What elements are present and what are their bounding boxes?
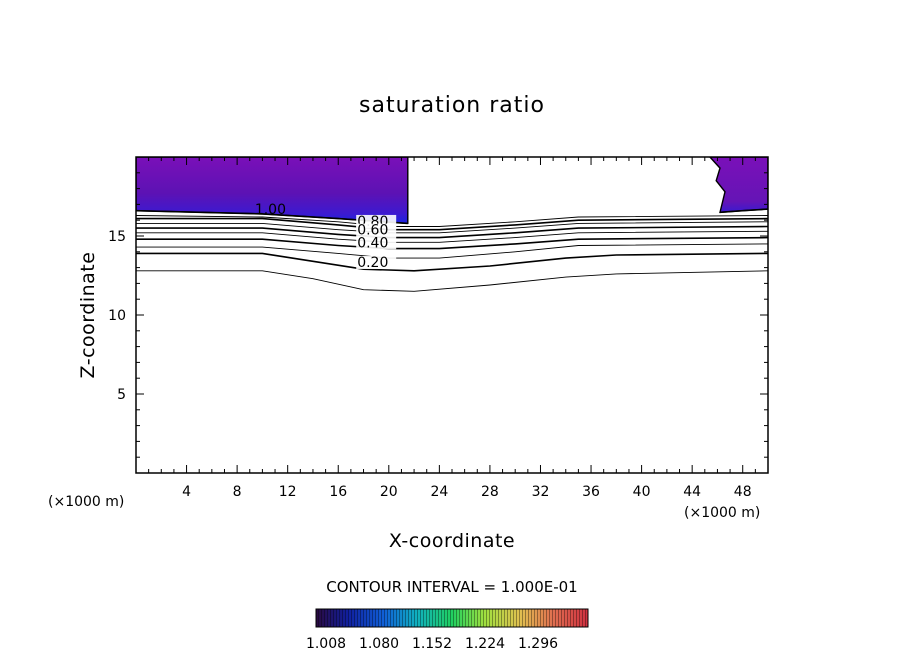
- contour-label-bg-3: [356, 236, 397, 250]
- contour-line-3: [136, 236, 768, 250]
- chart-title: saturation ratio: [359, 93, 545, 118]
- contour-line-5: [136, 225, 768, 239]
- contour-label-bg-2: [356, 223, 397, 237]
- filled-region-right-supersaturated: [708, 157, 768, 214]
- x-axis-label: X-coordinate: [389, 530, 515, 552]
- contour-line-2: [136, 243, 768, 259]
- x-tick-label: 36: [582, 484, 600, 500]
- contour-line-4: [136, 230, 768, 243]
- contour-line-10: [719, 208, 768, 214]
- colorbar-tick-label: 1.008: [306, 636, 346, 652]
- x-tick-label: 28: [481, 484, 499, 500]
- x-tick-label: 12: [279, 484, 297, 500]
- x-tick-label: 44: [683, 484, 701, 500]
- y-tick-label: 5: [117, 387, 126, 403]
- colorbar-tick-labels: 1.008 1.080 1.152 1.224 1.296: [306, 636, 558, 652]
- x-tick-label: 48: [734, 484, 752, 500]
- contour-line-7: [136, 217, 768, 231]
- colorbar-tick-label: 1.152: [412, 636, 452, 652]
- colorbar-frame: [315, 608, 589, 628]
- x-tick-label: 32: [532, 484, 550, 500]
- y-tick-label: 15: [108, 229, 126, 245]
- contour-labels: 1.000.800.600.400.20: [255, 202, 397, 271]
- x-units-left: (×1000 m): [48, 494, 124, 510]
- contour-interval-label: CONTOUR INTERVAL = 1.000E-01: [326, 578, 577, 596]
- contour-lines: [136, 208, 768, 292]
- x-tick-label: 40: [633, 484, 651, 500]
- y-axis-label: Z-coordinate: [77, 252, 99, 379]
- contour-label-bg-4: [356, 256, 397, 270]
- x-tick-label: 16: [329, 484, 347, 500]
- contour-line-8: [136, 215, 768, 227]
- colorbar-tick-label: 1.296: [518, 636, 558, 652]
- x-units-right: (×1000 m): [684, 505, 760, 521]
- contour-line-6: [136, 221, 768, 234]
- x-tick-label: 20: [380, 484, 398, 500]
- colorbar-tick-label: 1.080: [359, 636, 399, 652]
- colorbar-stripes: [316, 609, 588, 627]
- contour-label-0: 1.00: [255, 202, 286, 218]
- contour-label-3: 0.40: [357, 235, 388, 251]
- x-tick-label: 8: [233, 484, 242, 500]
- x-tick-label: 24: [430, 484, 448, 500]
- x-axis-ticks: 4 8 12 16 20 24 28 32 36 40 44 48: [148, 157, 756, 500]
- colorbar-tick-label: 1.224: [465, 636, 505, 652]
- contour-label-4: 0.20: [357, 255, 388, 271]
- x-tick-label: 4: [182, 484, 191, 500]
- y-tick-label: 10: [108, 308, 126, 324]
- contour-label-2: 0.60: [357, 223, 388, 239]
- colorbar: 1.008 1.080 1.152 1.224 1.296: [306, 608, 589, 652]
- contour-line-0: [136, 270, 768, 292]
- contour-line-1: [136, 252, 768, 272]
- y-axis-ticks: 5 10 15: [108, 172, 768, 458]
